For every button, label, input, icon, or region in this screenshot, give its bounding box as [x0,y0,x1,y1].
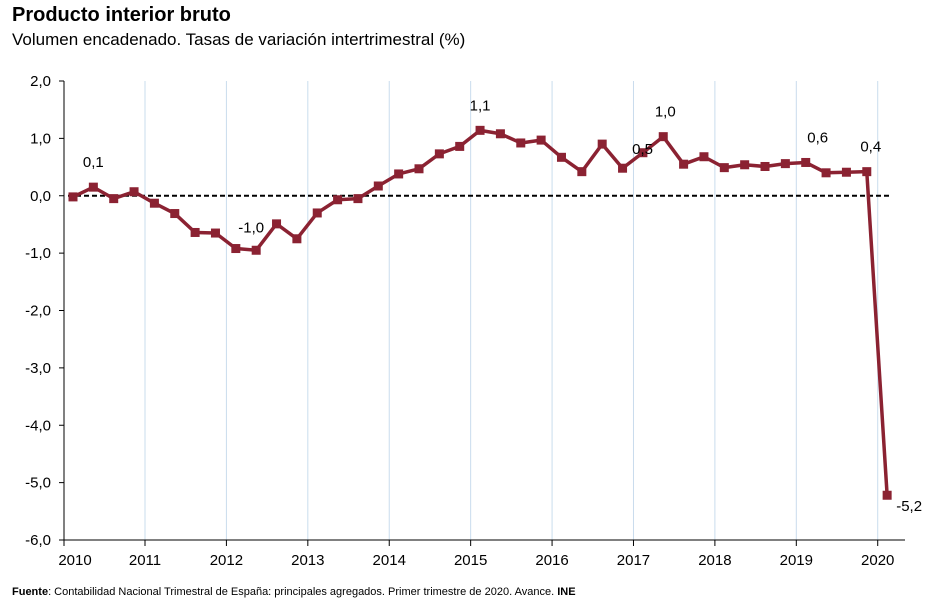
data-point [190,227,200,237]
data-point [231,244,241,254]
y-tick-label: 1,0 [30,130,51,147]
data-point [109,194,119,204]
data-point [516,138,526,148]
x-tick-label: 2016 [535,552,568,569]
data-point [577,167,587,177]
x-tick-label: 2017 [617,552,650,569]
x-tick-label: 2010 [58,552,91,569]
data-point [536,135,546,145]
data-point [556,152,566,162]
x-tick-label: 2011 [129,552,161,569]
x-tick-label: 2014 [373,552,406,569]
data-label: 1,1 [470,97,491,114]
data-point [475,125,485,135]
data-point [658,132,668,142]
data-point [170,209,180,219]
data-point [333,195,343,205]
data-label: 1,0 [655,104,676,121]
y-tick-label: -5,0 [25,475,51,492]
x-tick-label: 2013 [291,552,324,569]
source-note: Fuente: Contabilidad Nacional Trimestral… [12,586,576,598]
series-line [72,128,889,496]
data-label: 0,6 [807,129,828,146]
line-chart: 2,0 1,0 0,0 -1,0 -2,0 -3,0 -4,0 -5,0 -6,0 2010 201… [25,73,922,569]
data-point [679,159,689,169]
data-point [434,149,444,159]
data-label: 0,1 [83,154,104,171]
y-tick-label: 2,0 [30,73,51,90]
data-point [821,168,831,178]
data-point [292,234,302,244]
data-point [597,139,607,149]
chart-subtitle: Volumen encadenado. Tasas de variación i… [12,30,466,49]
data-point [862,167,872,177]
x-tick-label: 2012 [210,552,243,569]
data-point [801,157,811,167]
data-label: 0,4 [860,139,881,156]
data-point [210,228,220,238]
data-point [780,159,790,169]
data-point [760,161,770,171]
y-tick-label: -2,0 [25,303,51,320]
data-point [638,148,648,158]
source-label: Fuente [12,586,49,598]
x-tick-label: 2020 [861,552,894,569]
data-point [394,169,404,179]
data-point [251,245,261,255]
data-point [353,194,363,204]
source-org: INE [557,586,576,598]
data-point [455,141,465,151]
data-point [149,198,159,208]
x-tick-label: 2018 [698,552,731,569]
data-point [88,182,98,192]
data-label: 0,5 [632,141,653,158]
data-point [719,163,729,173]
x-tick-label: 2015 [454,552,487,569]
data-point [373,181,383,191]
data-label: -1,0 [238,219,264,236]
data-point [495,129,505,139]
y-tick-label: -1,0 [25,245,51,262]
y-tick-label: -3,0 [25,360,51,377]
data-point [68,192,78,202]
data-point [414,164,424,174]
data-point [841,167,851,177]
source-text: : Contabilidad Nacional Trimestral de Es… [48,586,555,598]
data-point [740,160,750,170]
y-tick-label: -4,0 [25,417,51,434]
data-point [699,152,709,162]
data-point [882,490,892,500]
data-label: -5,2 [896,498,922,515]
data-point [272,219,282,229]
y-tick-label: -6,0 [25,532,51,549]
data-point [312,208,322,218]
y-tick-label: 0,0 [30,188,51,205]
data-point [129,187,139,197]
chart-title: Producto interior bruto [12,4,231,26]
data-point [618,163,628,173]
x-tick-label: 2019 [780,552,813,569]
